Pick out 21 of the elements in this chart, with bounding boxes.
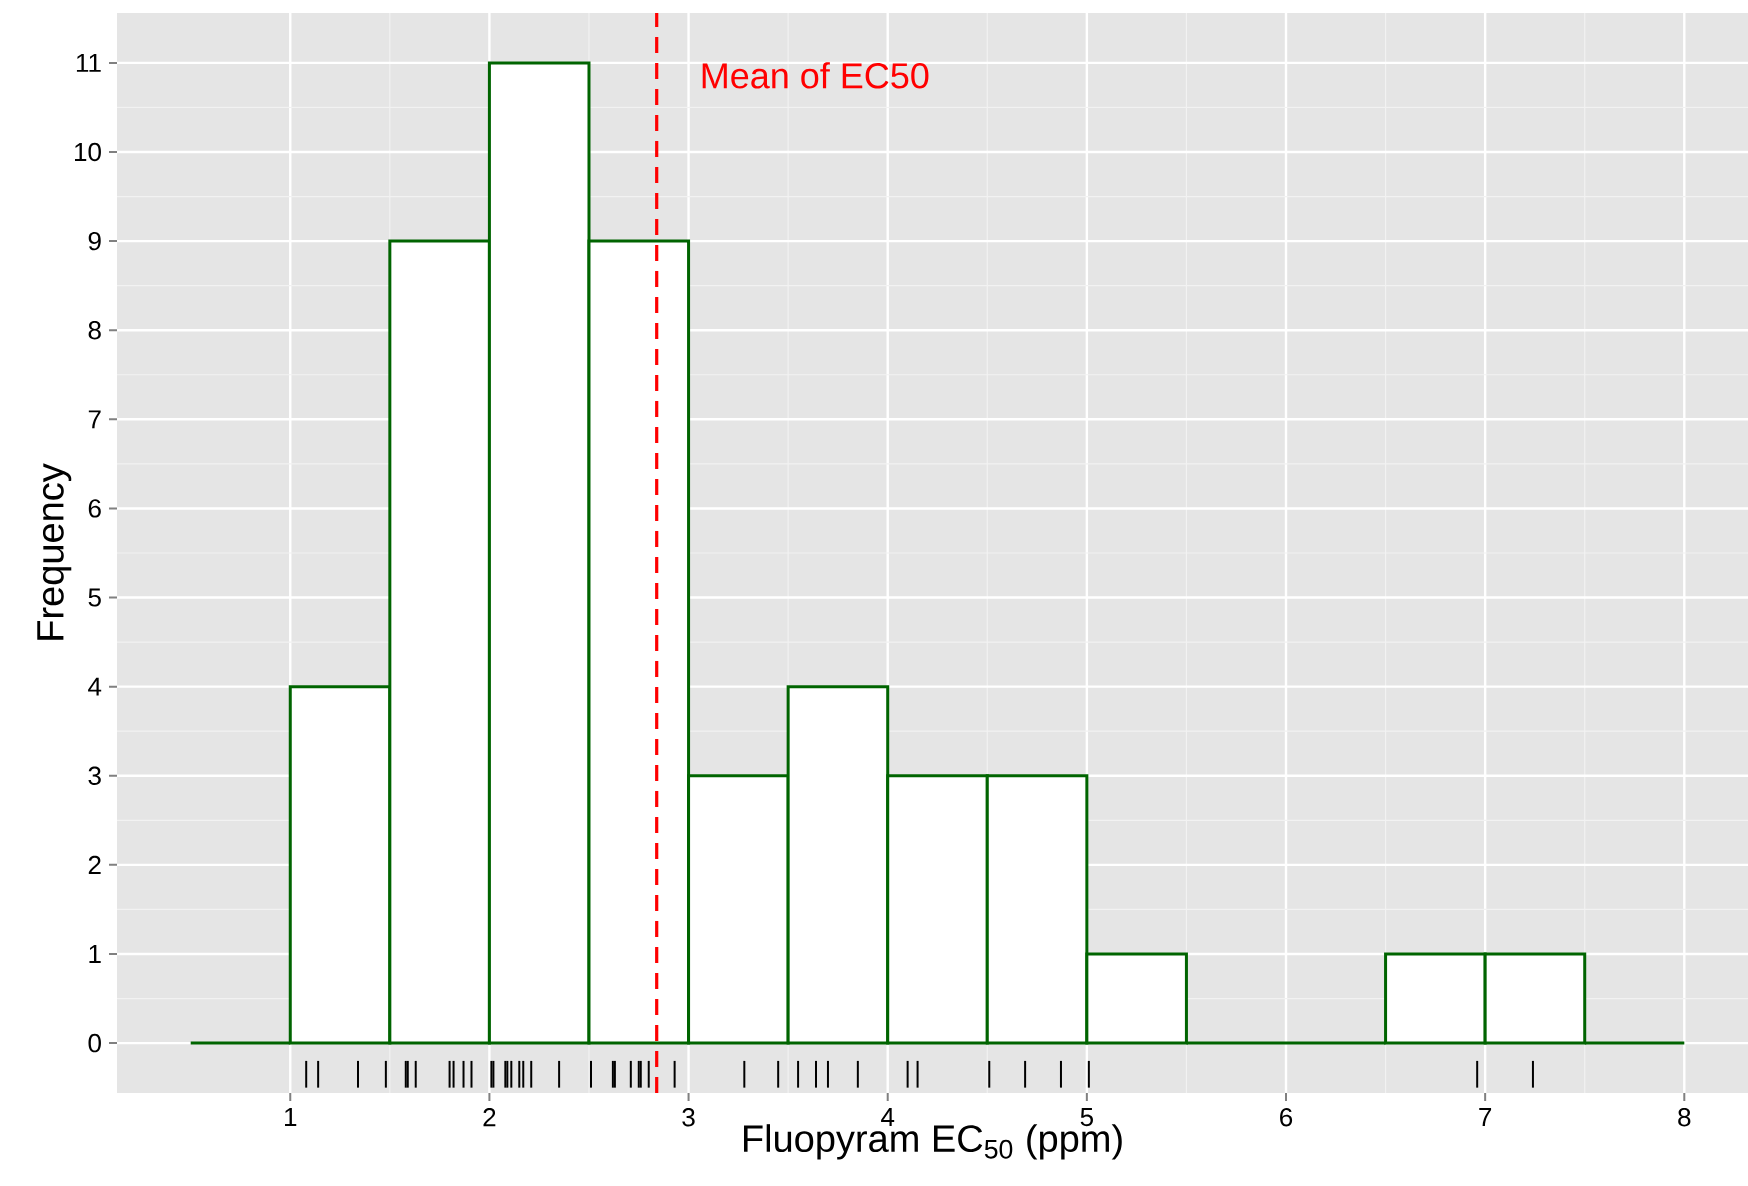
y-tick-label: 5 <box>88 588 101 607</box>
x-tick-label: 4 <box>881 1108 895 1126</box>
x-tick-label: 8 <box>1678 1108 1691 1127</box>
y-tick-label: 10 <box>75 142 101 162</box>
x-tick-label: 1 <box>285 1108 297 1126</box>
y-tick-label: 11 <box>76 53 101 72</box>
ref-line-label: Mean of EC50 <box>702 62 929 89</box>
x-tick-label: 7 <box>1479 1108 1492 1126</box>
x-tick-label: 3 <box>682 1108 695 1127</box>
y-tick-label: 4 <box>88 677 102 696</box>
x-tick-label: 6 <box>1280 1108 1293 1127</box>
y-tick-label: 2 <box>88 855 101 874</box>
x-tick-label: 2 <box>483 1108 496 1127</box>
y-tick-label: 0 <box>88 1033 101 1053</box>
y-tick-label: 8 <box>88 320 101 340</box>
y-tick-label: 9 <box>88 231 101 251</box>
y-tick-label: 6 <box>88 499 101 518</box>
y-tick-label: 7 <box>88 410 101 429</box>
y-tick-label: 3 <box>88 766 101 785</box>
y-tick-label: 1 <box>89 945 101 963</box>
y-axis-title: Frequency <box>37 463 72 640</box>
